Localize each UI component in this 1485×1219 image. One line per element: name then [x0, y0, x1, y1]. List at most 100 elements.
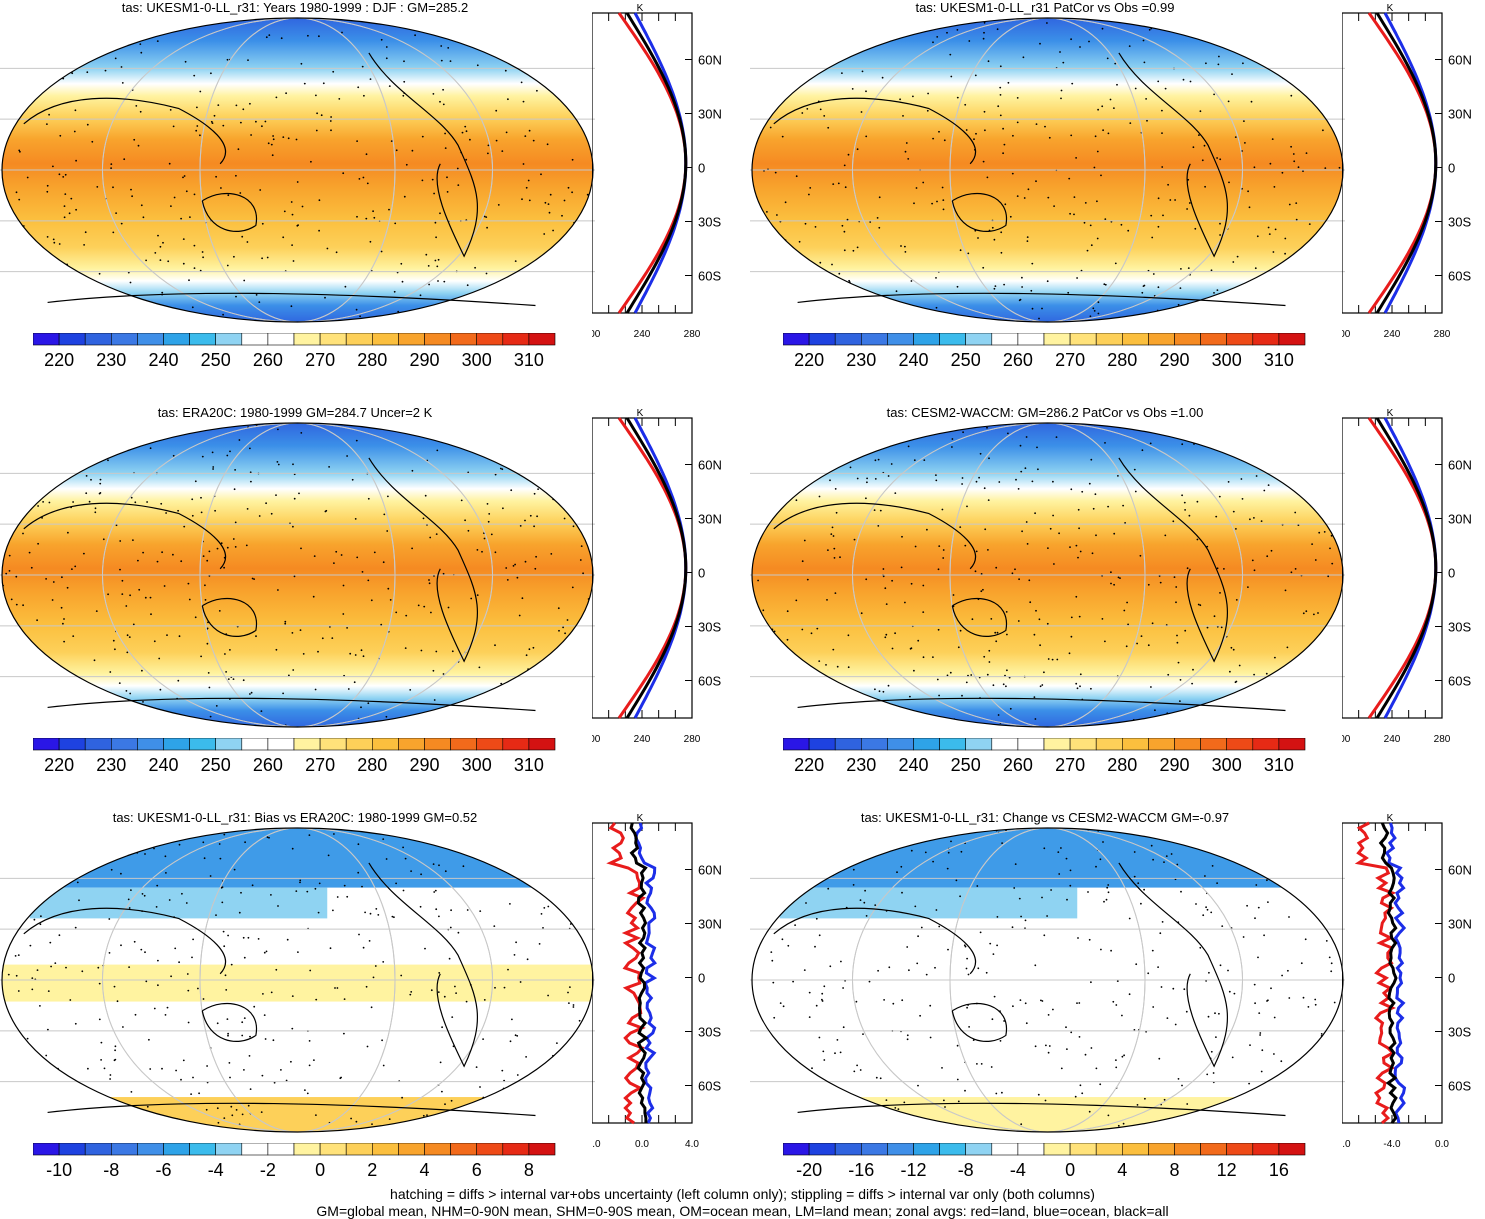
colorbar-box — [241, 738, 269, 751]
colorbar-box — [913, 738, 940, 751]
colorbar-box — [939, 738, 967, 751]
colorbar-label: 8 — [1169, 1160, 1179, 1180]
zonal-line — [633, 417, 688, 719]
zonal-xtick-label: 280 — [1434, 329, 1451, 340]
colorbar-box — [189, 1143, 217, 1156]
colorbar-label: 270 — [305, 755, 335, 775]
zonal-lat-label: 60N — [1448, 863, 1472, 878]
colorbar-label: 4 — [419, 1160, 429, 1180]
zonal-unit: K — [1387, 3, 1394, 14]
zonal-xtick-label: 0.0 — [1435, 1139, 1449, 1150]
zonal-lat-label: 0 — [1448, 971, 1455, 986]
colorbar-box — [163, 333, 190, 346]
colorbar-box — [1043, 333, 1071, 346]
colorbar-box — [913, 333, 940, 346]
colorbar-box — [528, 738, 556, 751]
colorbar-box — [111, 333, 138, 346]
zonal-lat-label: 30S — [698, 215, 721, 230]
colorbar-box — [1017, 333, 1045, 346]
colorbar-label: 300 — [462, 755, 492, 775]
colorbar-box — [1148, 738, 1175, 751]
zonal-mean-plot: K 200 240 280 60N 30N 0 30S 60S — [592, 3, 722, 340]
panel-title: tas: UKESM1-0-LL_r31: Years 1980-1999 : … — [121, 0, 469, 15]
colorbar-box — [137, 1143, 164, 1156]
map-panel — [750, 827, 1345, 1133]
colorbar-box — [163, 1143, 190, 1156]
colorbar-label: 250 — [951, 755, 981, 775]
colorbar-box — [887, 738, 914, 751]
zonal-line — [606, 822, 646, 1125]
colorbar-box — [450, 1143, 478, 1156]
colorbar-box — [783, 1143, 810, 1156]
colorbar-box — [1278, 333, 1306, 346]
map-panel — [0, 422, 595, 728]
colorbar-box — [1200, 1143, 1228, 1156]
colorbar-box — [1226, 333, 1254, 346]
colorbar-label: 2 — [367, 1160, 377, 1180]
zonal-axes — [1342, 417, 1443, 719]
colorbar-box — [1226, 1143, 1254, 1156]
colorbar-box — [33, 333, 60, 346]
colorbar-label: 4 — [1117, 1160, 1127, 1180]
colorbar-box — [939, 1143, 967, 1156]
zonal-lat-label: 30S — [1448, 620, 1471, 635]
colorbar-box — [808, 333, 836, 346]
colorbar-label: 260 — [1003, 350, 1033, 370]
zonal-line — [1384, 822, 1407, 1124]
coastlines — [23, 862, 536, 1117]
coastlines — [773, 862, 1286, 1117]
zonal-lat-label: 30N — [698, 512, 722, 527]
colorbar-box — [1043, 1143, 1071, 1156]
colorbar-box — [84, 738, 112, 751]
colorbar-box — [476, 333, 504, 346]
colorbar-box — [1069, 1143, 1097, 1156]
footer-line-2: GM=global mean, NHM=0-90N mean, SHM=0-90… — [316, 1203, 1169, 1219]
colorbar-box — [808, 1143, 836, 1156]
colorbar-label: -8 — [958, 1160, 974, 1180]
colorbar-label: -4 — [208, 1160, 224, 1180]
colorbar-label: 280 — [357, 755, 387, 775]
colorbar-box — [808, 738, 836, 751]
colorbar-box — [137, 333, 164, 346]
map-outline — [1, 17, 594, 323]
zonal-lat-label: 30N — [698, 917, 722, 932]
zonal-xtick-label: 200 — [1342, 734, 1351, 745]
colorbar-label: 0 — [315, 1160, 325, 1180]
zonal-lat-label: 30N — [698, 107, 722, 122]
colorbar-box — [1252, 1143, 1280, 1156]
zonal-xtick-label: 240 — [1384, 734, 1401, 745]
colorbar-label: 230 — [846, 755, 876, 775]
colorbar-label: 310 — [1264, 755, 1294, 775]
coastlines — [773, 52, 1286, 307]
colorbar-label: 240 — [148, 755, 178, 775]
colorbar-box — [58, 738, 86, 751]
coastlines — [23, 52, 536, 307]
colorbar-box — [58, 1143, 86, 1156]
zonal-unit: K — [637, 3, 644, 14]
colorbar-box — [1278, 1143, 1306, 1156]
colorbar-label: 290 — [409, 350, 439, 370]
colorbar-box — [1017, 738, 1045, 751]
colorbar-label: 220 — [794, 755, 824, 775]
map-panel — [750, 422, 1345, 728]
coastlines — [23, 457, 536, 712]
zonal-mean-plot: K -8.0 -4.0 0.0 60N 30N 0 30S 60S — [1342, 813, 1472, 1150]
zonal-lat-label: 60N — [1448, 53, 1472, 68]
colorbar-box — [267, 333, 295, 346]
colorbar-box — [371, 333, 399, 346]
zonal-unit: K — [637, 408, 644, 419]
colorbar-box — [424, 1143, 451, 1156]
colorbar-box — [502, 738, 530, 751]
zonal-xtick-label: 280 — [684, 734, 701, 745]
zonal-mean-plot: K 200 240 280 60N 30N 0 30S 60S — [1342, 3, 1472, 340]
colorbar-label: 300 — [462, 350, 492, 370]
colorbar-box — [215, 333, 243, 346]
zonal-mean-plot: K -4.0 0.0 4.0 60N 30N 0 30S 60S — [592, 813, 722, 1150]
map-outline — [751, 827, 1344, 1133]
colorbar-label: 230 — [96, 755, 126, 775]
colorbar-label: 240 — [898, 755, 928, 775]
zonal-line — [1383, 12, 1438, 314]
colorbar-box — [450, 738, 478, 751]
zonal-lat-label: 0 — [698, 161, 705, 176]
colorbar-label: 280 — [1107, 350, 1137, 370]
